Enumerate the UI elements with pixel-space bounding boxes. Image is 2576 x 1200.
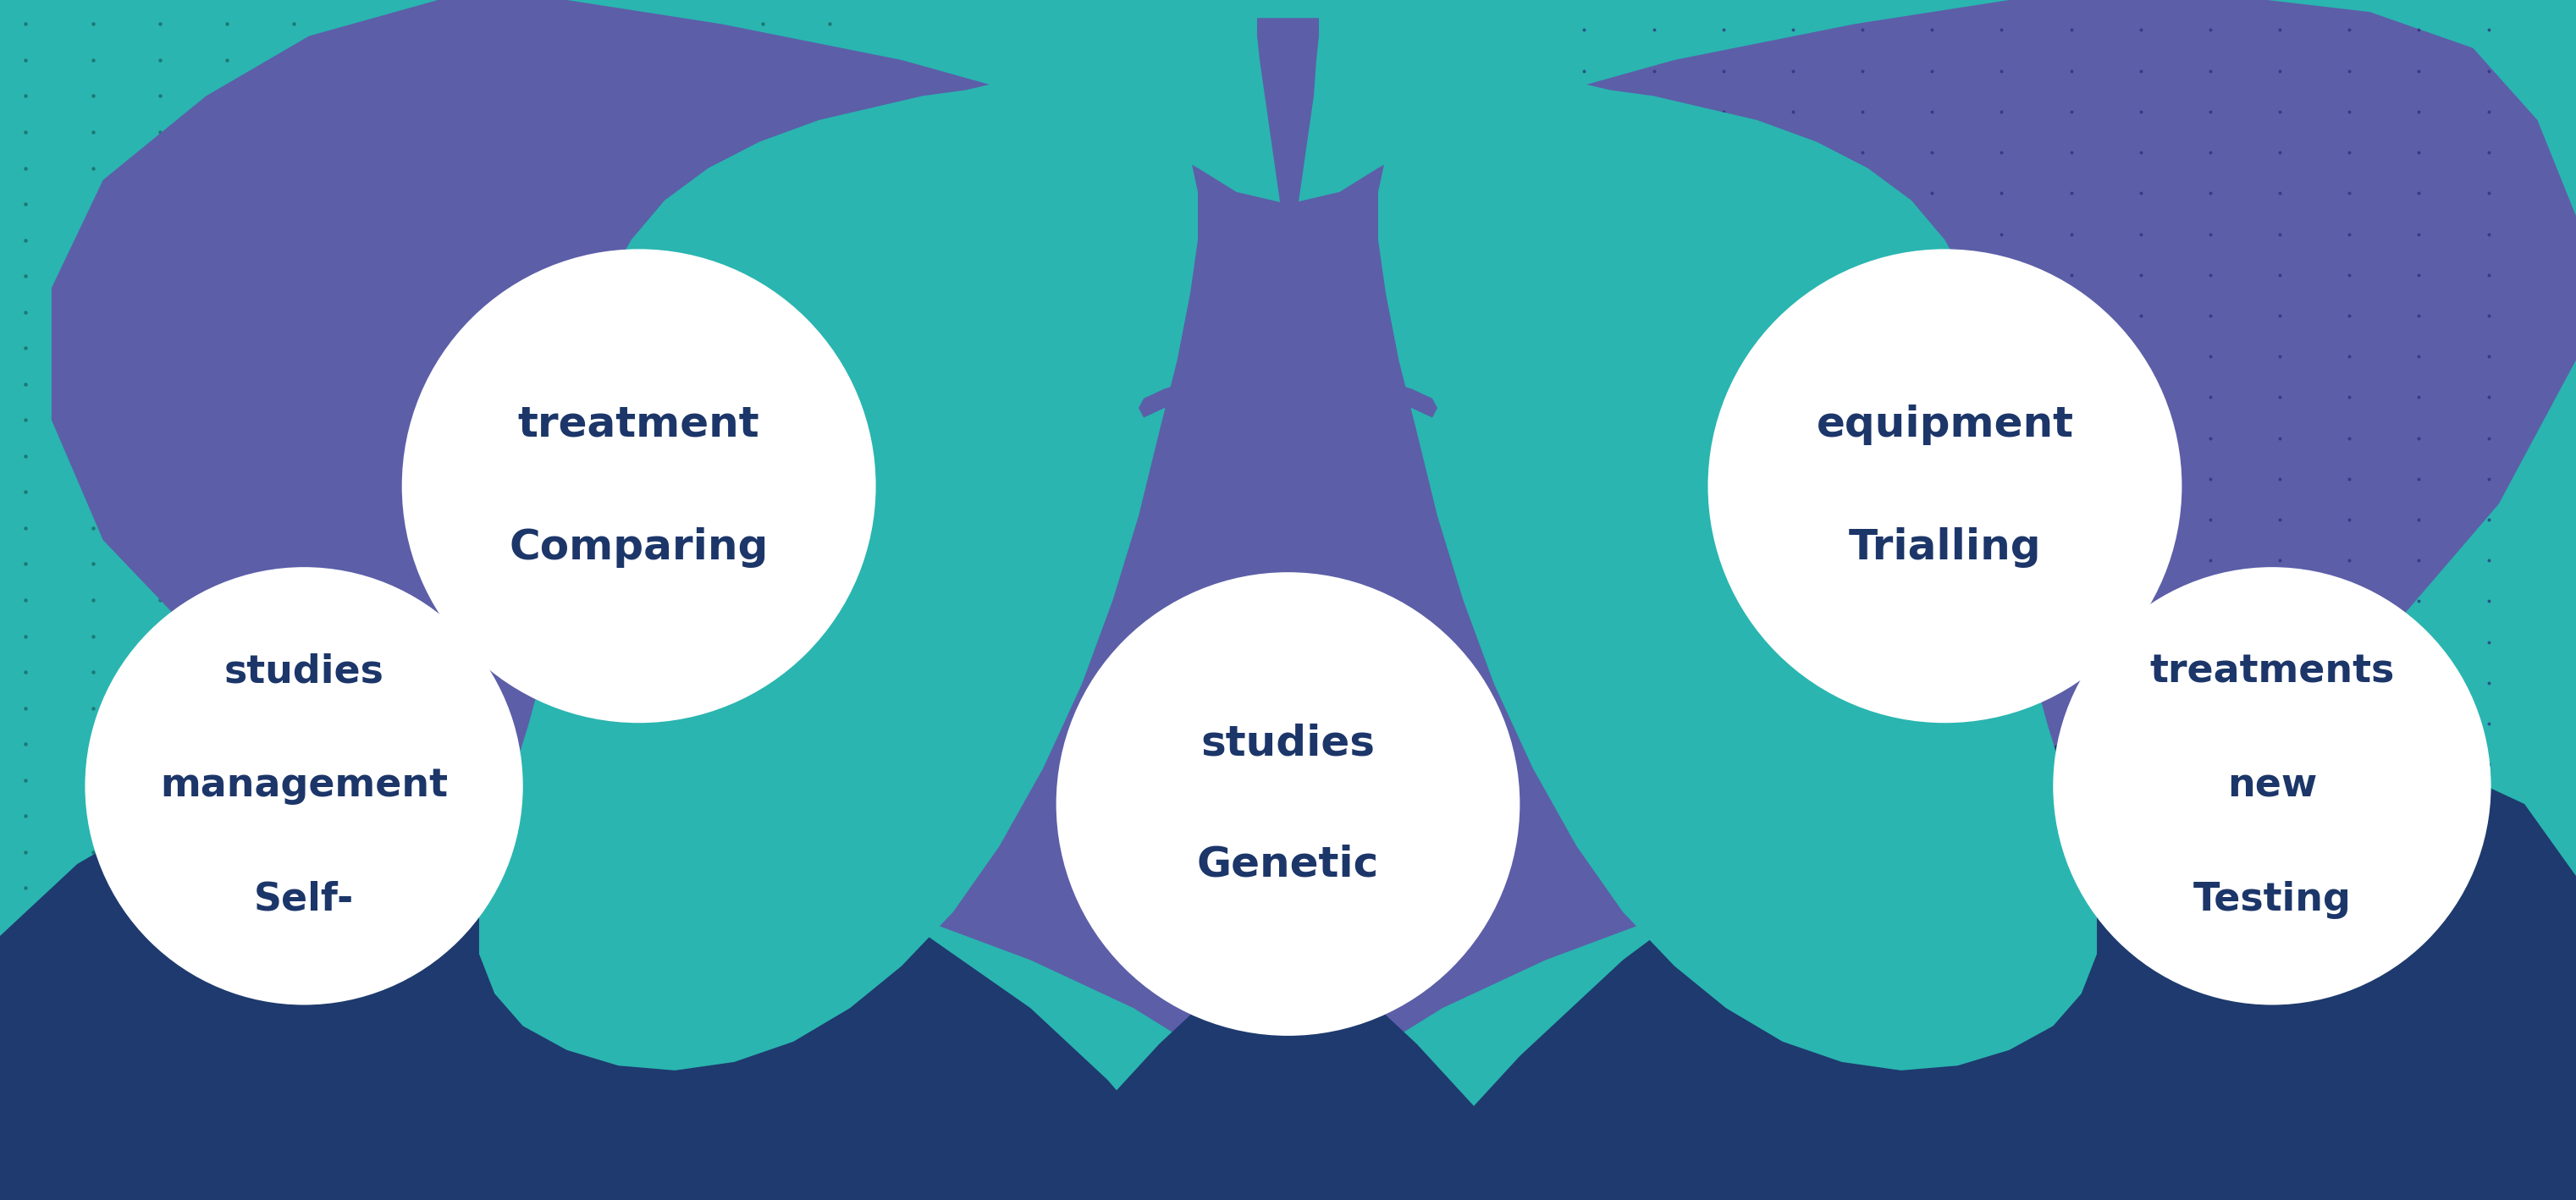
Polygon shape [1139, 336, 1288, 418]
Text: treatments: treatments [2148, 653, 2396, 691]
Polygon shape [1267, 324, 1309, 396]
Polygon shape [1378, 78, 2097, 1070]
Text: Comparing: Comparing [510, 527, 768, 568]
Polygon shape [1257, 18, 1319, 336]
Text: Trialling: Trialling [1850, 527, 2040, 568]
Ellipse shape [402, 250, 876, 722]
Polygon shape [52, 0, 2576, 1140]
Text: Genetic: Genetic [1198, 844, 1378, 884]
Ellipse shape [1056, 572, 1520, 1036]
Polygon shape [1391, 720, 2576, 1200]
Ellipse shape [1708, 250, 2182, 722]
Ellipse shape [2053, 568, 2491, 1004]
Text: Self-: Self- [255, 881, 353, 919]
Polygon shape [0, 768, 1185, 1200]
Text: equipment: equipment [1816, 404, 2074, 445]
Text: Testing: Testing [2192, 881, 2352, 919]
Text: treatment: treatment [518, 404, 760, 445]
Ellipse shape [85, 568, 523, 1004]
Polygon shape [479, 78, 1198, 1070]
Polygon shape [1288, 336, 1437, 418]
Text: studies: studies [224, 653, 384, 691]
Polygon shape [1030, 936, 1546, 1200]
Text: new: new [2228, 767, 2316, 805]
Text: studies: studies [1200, 724, 1376, 764]
Text: management: management [160, 767, 448, 805]
